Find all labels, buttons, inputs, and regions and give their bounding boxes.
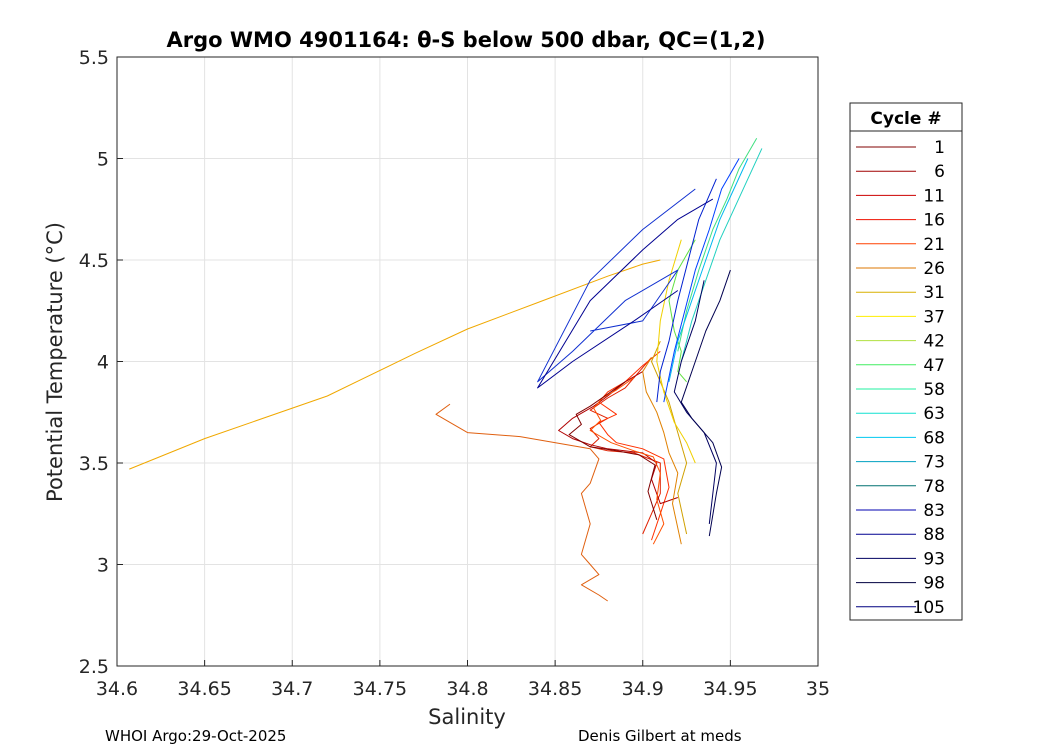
legend-label: 16 bbox=[923, 211, 945, 231]
series-line-0 bbox=[129, 259, 661, 470]
y-tick-label: 4 bbox=[97, 352, 109, 374]
axis-ticks: 34.6 34.65 34.7 34.75 34.8 34.85 34.9 34.95 352.… bbox=[79, 47, 830, 700]
legend-label: 21 bbox=[923, 235, 945, 255]
series-layer bbox=[129, 137, 763, 602]
legend-label: 98 bbox=[923, 574, 945, 594]
y-tick-label: 3 bbox=[97, 555, 109, 577]
footer-right: Denis Gilbert at meds bbox=[578, 727, 742, 745]
legend-label: 26 bbox=[923, 259, 945, 279]
x-tick-label: 34.65 bbox=[177, 678, 231, 700]
series-line-19 bbox=[680, 269, 731, 537]
series-line-16 bbox=[537, 188, 696, 383]
legend-label: 6 bbox=[934, 162, 945, 182]
y-tick-label: 4.5 bbox=[79, 250, 109, 272]
legend-box bbox=[849, 102, 963, 621]
x-tick-label: 34.6 bbox=[96, 678, 138, 700]
legend-label: 11 bbox=[923, 186, 945, 206]
series-line-14 bbox=[663, 158, 740, 403]
legend-label: 1 bbox=[934, 138, 945, 158]
legend-label: 73 bbox=[923, 453, 945, 473]
legend-label: 78 bbox=[923, 477, 945, 497]
legend-label: 37 bbox=[923, 307, 945, 327]
chart-title: Argo WMO 4901164: θ-S below 500 dbar, QC… bbox=[167, 28, 766, 52]
legend-title: Cycle # bbox=[870, 109, 941, 129]
series-line-9 bbox=[656, 239, 696, 464]
x-tick-label: 34.9 bbox=[622, 678, 664, 700]
y-tick-label: 2.5 bbox=[79, 656, 109, 678]
legend-label: 68 bbox=[923, 428, 945, 448]
x-tick-label: 34.75 bbox=[353, 678, 407, 700]
x-axis-label: Salinity bbox=[428, 705, 506, 729]
series-line-6 bbox=[568, 381, 658, 520]
x-tick-label: 35 bbox=[806, 678, 830, 700]
legend-label: 105 bbox=[913, 598, 945, 618]
legend-label: 31 bbox=[923, 283, 945, 303]
series-line-17 bbox=[537, 198, 714, 389]
series-line-11 bbox=[677, 137, 758, 352]
legend-label: 47 bbox=[923, 356, 945, 376]
series-line-13 bbox=[668, 158, 749, 382]
footer-left: WHOI Argo:29-Oct-2025 bbox=[105, 727, 286, 745]
series-line-18 bbox=[673, 280, 717, 524]
series-line-12 bbox=[680, 148, 763, 362]
y-tick-label: 5.5 bbox=[79, 47, 109, 69]
legend: Cycle # 16111621263137424758636873788388… bbox=[849, 102, 963, 621]
series-line-15 bbox=[656, 178, 717, 403]
x-tick-label: 34.95 bbox=[703, 678, 757, 700]
y-tick-label: 5 bbox=[97, 149, 109, 171]
series-line-8 bbox=[651, 341, 688, 535]
legend-label: 42 bbox=[923, 332, 945, 352]
x-tick-label: 34.85 bbox=[528, 678, 582, 700]
y-tick-label: 3.5 bbox=[79, 453, 109, 475]
legend-label: 83 bbox=[923, 501, 945, 521]
x-tick-label: 34.8 bbox=[446, 678, 488, 700]
legend-label: 93 bbox=[923, 549, 945, 569]
y-axis-label: Potential Temperature (°C) bbox=[43, 222, 67, 502]
series-line-7 bbox=[642, 357, 682, 545]
series-line-1 bbox=[435, 403, 608, 602]
legend-label: 88 bbox=[923, 525, 945, 545]
x-tick-label: 34.7 bbox=[271, 678, 313, 700]
legend-label: 58 bbox=[923, 380, 945, 400]
legend-label: 63 bbox=[923, 404, 945, 424]
